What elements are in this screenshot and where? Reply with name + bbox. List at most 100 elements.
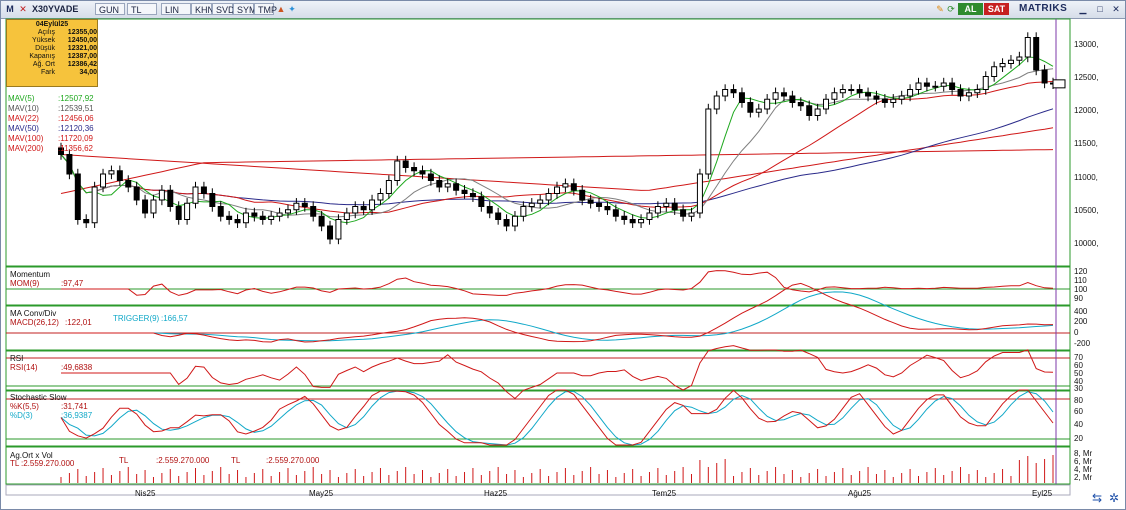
candle-body	[890, 98, 897, 103]
ma-legend: MAV(5):12507,92 MAV(10):12539,51 MAV(22)…	[8, 94, 94, 154]
refresh-icon[interactable]: ⟳	[947, 4, 955, 14]
candle-body	[461, 189, 468, 194]
stoch-k-value: :31,741	[61, 402, 88, 411]
ma100-line	[60, 127, 1054, 191]
sell-button[interactable]: SAT	[984, 3, 1009, 15]
stoch-d-label: %D(3)	[10, 411, 33, 420]
menu-icon[interactable]: M	[6, 4, 14, 14]
vol-tick: 6, Mr	[1074, 457, 1093, 466]
date-label: Ağu25	[848, 489, 872, 498]
date-label: Haz25	[484, 489, 508, 498]
close-window-icon[interactable]: ✕	[1112, 4, 1120, 14]
scale-button[interactable]: LIN	[161, 3, 191, 15]
candle-body	[629, 219, 636, 224]
info-key: Ağ. Ort	[32, 61, 55, 68]
candle-body	[200, 186, 207, 194]
candle-body	[940, 82, 947, 87]
brand-logo: MATRIKS	[1019, 3, 1068, 14]
candle-body	[150, 199, 157, 214]
ohlc-info-box: 04Eylül25 Açılış 12355,00 Yüksek 12450,00 …	[6, 19, 98, 87]
pencil-icon[interactable]: ✎	[936, 4, 944, 14]
currency-button[interactable]: TL	[127, 3, 157, 15]
candle-body	[596, 202, 603, 207]
candle-body	[1016, 56, 1023, 61]
candle-body	[537, 199, 544, 204]
period-button[interactable]: GUN	[95, 3, 125, 15]
symbol-field[interactable]: X30YVADE	[32, 4, 79, 14]
price-tick: 12000,	[1074, 106, 1099, 115]
candle-body	[419, 170, 426, 175]
candle-body	[873, 95, 880, 100]
ma-name: MAV(22)	[8, 114, 39, 123]
candle-body	[705, 108, 712, 175]
candle-body	[217, 206, 224, 217]
sym-button[interactable]: SYM	[233, 3, 257, 15]
candle-body	[554, 186, 560, 194]
candle-body	[360, 206, 367, 211]
twitter-icon[interactable]: ✦	[288, 4, 296, 14]
candle-body	[108, 170, 115, 175]
candle-body	[511, 215, 518, 227]
minimize-icon[interactable]: ▁	[1079, 4, 1087, 14]
candle-body	[276, 212, 283, 217]
arrow-up-icon[interactable]: ▲	[276, 4, 286, 14]
candle-body	[932, 85, 939, 88]
candle-body	[923, 82, 930, 87]
ma-name: MAV(10)	[8, 104, 39, 113]
stoch-title: Stochastic Slow	[10, 393, 67, 402]
candle-body	[898, 95, 905, 100]
info-value: 12386,42	[67, 61, 97, 68]
macd-tick: 200	[1074, 317, 1088, 326]
candle-body	[100, 173, 107, 188]
ma-name: MAV(50)	[8, 124, 39, 133]
info-key: Düşük	[35, 45, 55, 52]
candle-body	[587, 199, 594, 204]
candle-body	[251, 212, 258, 217]
date-label: Eyl25	[1032, 489, 1053, 498]
candle-body	[209, 193, 216, 207]
price-tick: 10000,	[1074, 239, 1099, 248]
settings-icon[interactable]: ✲	[1108, 491, 1120, 505]
mom-tick: 120	[1074, 267, 1088, 276]
rsi-value: :49,6838	[61, 363, 93, 372]
info-date: 04Eylül25	[35, 21, 69, 28]
buy-button[interactable]: AL	[958, 3, 983, 15]
ma-value: :11720,09	[58, 134, 93, 143]
candle-body	[83, 219, 90, 224]
candle-body	[604, 206, 611, 211]
volume-value: :2.559.270.000	[21, 459, 75, 468]
candle-body	[528, 202, 535, 207]
svd-button[interactable]: SVD	[212, 3, 235, 15]
candle-body	[167, 189, 174, 207]
sync-icon[interactable]: ⇆	[1091, 491, 1103, 505]
rsi-tick: 70	[1074, 353, 1083, 362]
candle-body	[982, 76, 989, 90]
title-toolbar: M ✕ X30YVADE GUN TL LIN KHN SVD SYM TMP …	[1, 1, 1125, 19]
info-key: Fark	[41, 69, 55, 76]
tmp-button[interactable]: TMP	[254, 3, 277, 15]
candle-body	[335, 219, 342, 240]
rsi-tick: 30	[1074, 384, 1083, 393]
candle-body	[974, 89, 981, 94]
candle-body	[747, 102, 754, 113]
candle-body	[394, 160, 401, 181]
candle-body	[469, 193, 476, 198]
close-x-icon[interactable]: ✕	[19, 4, 27, 14]
candle-body	[175, 206, 182, 220]
rsi-tick: 40	[1074, 377, 1083, 386]
khn-button[interactable]: KHN	[191, 3, 214, 15]
candle-body	[74, 173, 81, 220]
candle-body	[755, 108, 762, 113]
maximize-icon[interactable]: □	[1097, 4, 1103, 14]
vol-tick: 4, Mr	[1074, 465, 1093, 474]
price-tick: 12500,	[1074, 73, 1099, 82]
date-axis-strip	[5, 484, 1071, 496]
candle-body	[478, 196, 485, 207]
ma-value: :12120,36	[58, 124, 94, 133]
stoch-k-line	[60, 389, 1054, 446]
candle-body	[427, 173, 434, 181]
rsi-line	[61, 345, 1054, 400]
candle-body	[654, 206, 661, 214]
macd-value: :122,01	[65, 318, 92, 327]
